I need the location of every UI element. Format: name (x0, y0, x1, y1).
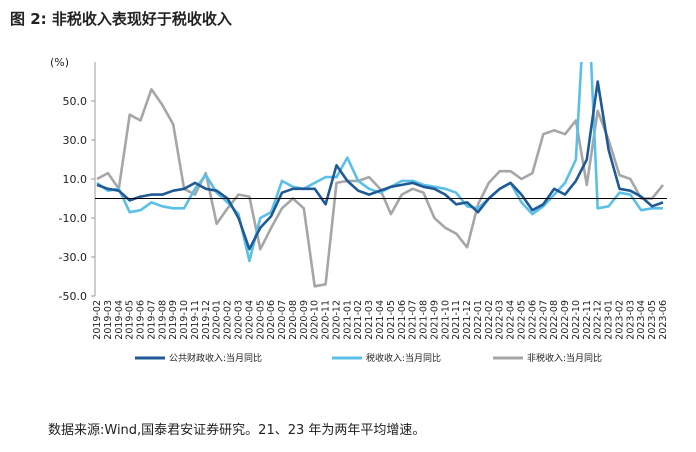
y-tick-label: 50.0 (63, 95, 88, 108)
x-tick-label: 2019-03 (103, 300, 114, 340)
x-tick-label: 2019-10 (179, 300, 190, 340)
x-tick-label: 2021-03 (364, 300, 375, 340)
x-tick-label: 2020-02 (223, 300, 234, 340)
x-tick-label: 2021-08 (419, 300, 430, 340)
x-tick-label: 2021-04 (375, 300, 386, 340)
x-tick-label: 2022-03 (495, 300, 506, 340)
x-tick-label: 2020-11 (321, 300, 332, 340)
x-tick-label: 2021-07 (408, 300, 419, 340)
x-tick-label: 2023-06 (658, 300, 669, 340)
x-tick-label: 2021-05 (386, 300, 397, 340)
x-tick-label: 2019-07 (146, 300, 157, 340)
x-tick-label: 2020-05 (255, 300, 266, 340)
x-tick-label: 2023-05 (647, 300, 658, 340)
x-tick-label: 2020-09 (299, 300, 310, 340)
x-tick-label: 2023-04 (636, 300, 647, 340)
legend-label: 公共财政收入:当月同比 (169, 352, 262, 364)
legend-label: 税收收入:当月同比 (366, 352, 441, 364)
x-tick-label: 2022-08 (549, 300, 560, 340)
x-tick-label: 2021-06 (397, 300, 408, 340)
x-tick-label: 2020-06 (266, 300, 277, 340)
x-tick-label: 2020-12 (331, 300, 342, 340)
legend-label: 非税收入:当月同比 (527, 352, 602, 364)
x-tick-label: 2019-08 (157, 300, 168, 340)
y-tick-label: -30.0 (59, 251, 87, 264)
x-tick-label: 2023-03 (625, 300, 636, 340)
x-tick-label: 2019-09 (168, 300, 179, 340)
x-tick-label: 2021-02 (353, 300, 364, 340)
x-tick-label: 2022-02 (484, 300, 495, 340)
x-tick-label: 2019-05 (125, 300, 136, 340)
series-line (96, 62, 663, 263)
x-tick-label: 2022-07 (538, 300, 549, 340)
x-tick-label: 2022-10 (571, 300, 582, 340)
x-tick-label: 2020-01 (212, 300, 223, 340)
x-tick-label: 2022-09 (560, 300, 571, 340)
x-tick-label: 2021-11 (451, 300, 462, 340)
x-tick-label: 2020-03 (234, 300, 245, 340)
x-tick-label: 2021-09 (429, 300, 440, 340)
x-tick-label: 2022-12 (593, 300, 604, 340)
x-tick-label: 2022-06 (527, 300, 538, 340)
x-tick-label: 2023-02 (614, 300, 625, 340)
x-tick-label: 2022-01 (473, 300, 484, 340)
series-line (96, 80, 664, 251)
x-tick-label: 2021-12 (462, 300, 473, 340)
y-tick-label: 10.0 (63, 173, 88, 186)
x-tick-label: 2020-04 (244, 300, 255, 340)
x-tick-label: 2020-08 (288, 300, 299, 340)
y-tick-label: -50.0 (59, 290, 87, 303)
x-tick-label: 2022-11 (582, 300, 593, 340)
x-tick-label: 2019-06 (136, 300, 147, 340)
x-tick-label: 2020-10 (310, 300, 321, 340)
x-tick-label: 2023-01 (604, 300, 615, 340)
x-tick-label: 2021-10 (440, 300, 451, 340)
x-tick-label: 2021-01 (342, 300, 353, 340)
x-tick-label: 2022-05 (517, 300, 528, 340)
x-tick-label: 2019-11 (190, 300, 201, 340)
source: 数据来源:Wind,国泰君安证券研究。21、23 年为两年平均增速。 (48, 422, 425, 438)
x-tick-label: 2019-02 (92, 300, 103, 340)
y-axis-label: (%) (50, 56, 69, 69)
y-tick-label: 30.0 (63, 134, 88, 147)
x-tick-label: 2019-04 (114, 300, 125, 340)
chart-title: 图 2: 非税收入表现好于税收收入 (10, 10, 232, 28)
x-tick-label: 2020-07 (277, 300, 288, 340)
x-tick-label: 2022-04 (506, 300, 517, 340)
y-tick-label: -10.0 (59, 212, 87, 225)
x-tick-label: 2019-12 (201, 300, 212, 340)
